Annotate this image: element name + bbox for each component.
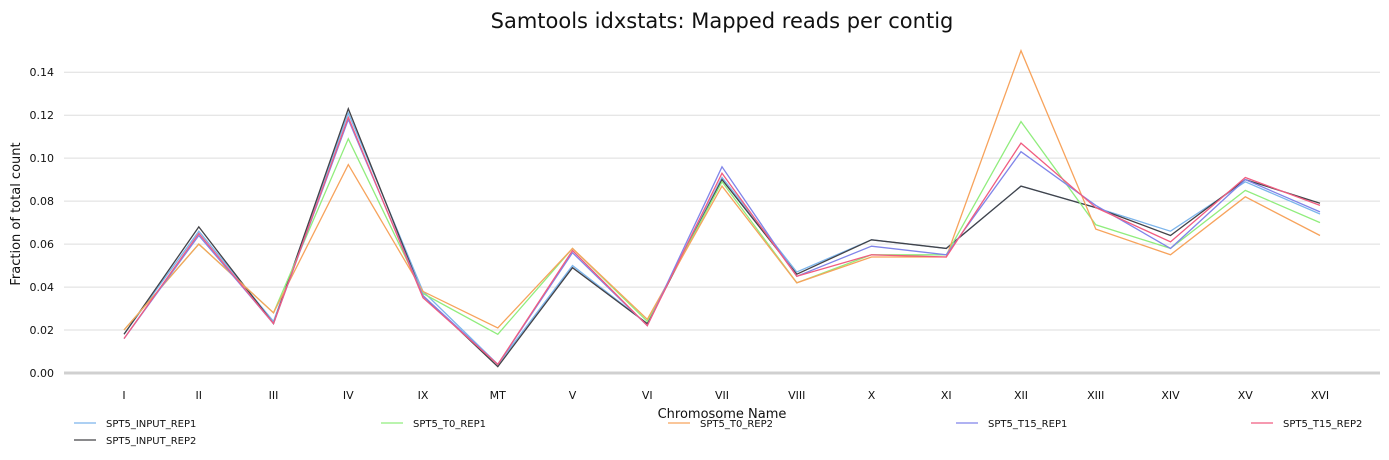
legend-label: SPT5_INPUT_REP1 xyxy=(106,419,196,430)
x-tick-label: V xyxy=(569,389,577,402)
x-tick-label: XVI xyxy=(1311,389,1329,402)
y-axis-label: Fraction of total count xyxy=(9,142,24,285)
y-tick-label: 0.12 xyxy=(30,109,55,122)
y-tick-label: 0.06 xyxy=(30,238,55,251)
x-axis-label: Chromosome Name xyxy=(658,407,787,422)
series-line xyxy=(123,48,1321,331)
legend-item: SPT5_T15_REP2 xyxy=(1251,419,1362,430)
x-tick-label: IV xyxy=(343,389,354,402)
x-tick-label: II xyxy=(196,389,203,402)
chart-title: Samtools idxstats: Mapped reads per cont… xyxy=(491,9,954,33)
x-tick-label: IX xyxy=(418,389,429,402)
x-tick-label: VI xyxy=(642,389,653,402)
y-tick-label: 0.04 xyxy=(30,281,55,294)
legend-item: SPT5_T0_REP1 xyxy=(381,419,486,430)
x-tick-label: MT xyxy=(490,389,506,402)
series-line xyxy=(123,106,1321,368)
legend-label: SPT5_T0_REP1 xyxy=(413,419,486,430)
x-tick-label: XV xyxy=(1238,389,1254,402)
legend-item: SPT5_INPUT_REP1 xyxy=(74,419,196,430)
legend-label: SPT5_T15_REP1 xyxy=(988,419,1067,430)
legend-item: SPT5_T15_REP1 xyxy=(956,419,1067,430)
series-lines xyxy=(123,48,1321,368)
series-line xyxy=(123,115,1321,366)
x-tick-label: XIII xyxy=(1087,389,1104,402)
legend-label: SPT5_T15_REP2 xyxy=(1283,419,1362,430)
legend-item: SPT5_INPUT_REP2 xyxy=(74,436,196,447)
x-tick-label: VII xyxy=(715,389,729,402)
legend-item: SPT5_T0_REP2 xyxy=(668,419,773,430)
y-tick-label: 0.14 xyxy=(30,66,55,79)
x-tick-label: I xyxy=(122,389,125,402)
legend: SPT5_INPUT_REP1 SPT5_T0_REP1 SPT5_T0_REP2 S… xyxy=(74,419,1362,447)
y-tick-label: 0.08 xyxy=(30,195,55,208)
series-line xyxy=(123,120,1321,336)
x-tick-label: VIII xyxy=(788,389,805,402)
y-tick-label: 0.10 xyxy=(30,152,55,165)
x-tick-label: X xyxy=(868,389,876,402)
y-tick-label: 0.02 xyxy=(30,324,55,337)
x-tick-label: XIV xyxy=(1161,389,1180,402)
x-tick-label: XI xyxy=(941,389,952,402)
series-line xyxy=(123,111,1321,366)
gridlines xyxy=(64,71,1380,375)
x-tick-label: III xyxy=(269,389,279,402)
legend-label: SPT5_T0_REP2 xyxy=(700,419,773,430)
legend-label: SPT5_INPUT_REP2 xyxy=(106,436,196,447)
y-tick-label: 0.00 xyxy=(30,367,55,380)
x-axis-ticks: I II III IV IX MT V VI VII VIII X XI XII XIII XIV XV XVI xyxy=(122,389,1329,402)
y-axis-ticks: 0.00 0.02 0.04 0.06 0.08 0.10 0.12 0.14 xyxy=(30,66,55,380)
x-tick-label: XII xyxy=(1014,389,1028,402)
